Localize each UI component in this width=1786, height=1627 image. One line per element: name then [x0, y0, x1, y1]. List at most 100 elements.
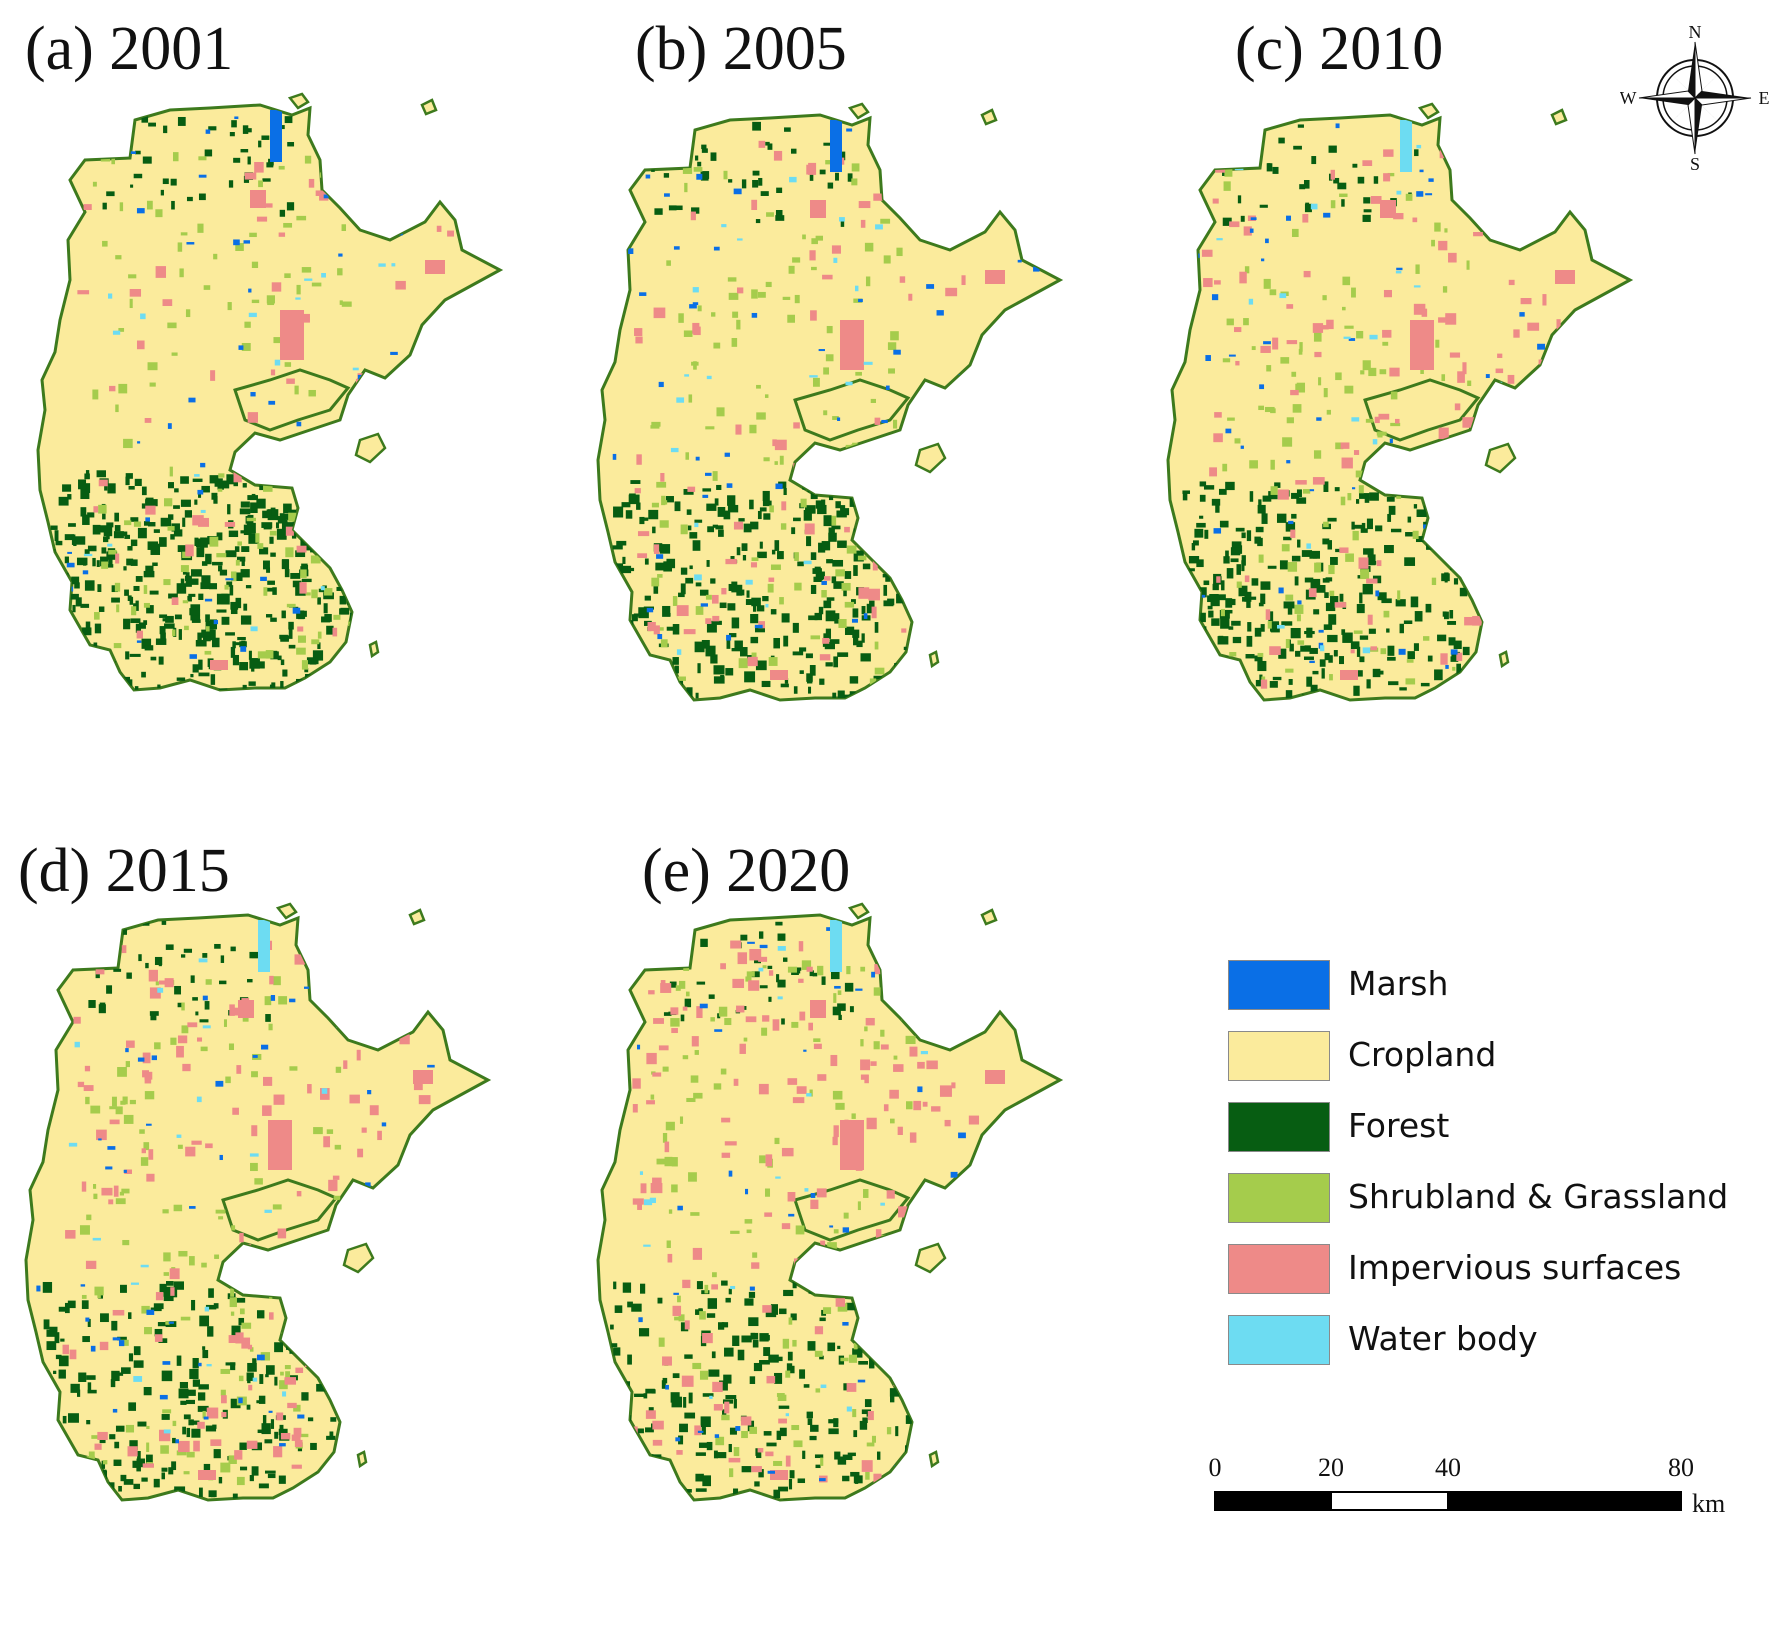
land-patch [178, 629, 182, 640]
land-patch [281, 610, 286, 619]
land-patch [250, 502, 258, 514]
land-patch [1302, 489, 1311, 494]
land-patch [255, 533, 260, 543]
land-patch [334, 1391, 345, 1396]
land-patch [274, 1376, 278, 1386]
land-patch [419, 1285, 428, 1294]
land-patch [1369, 492, 1379, 501]
land-patch [141, 486, 147, 496]
land-patch [136, 208, 145, 214]
land-patch [296, 1191, 302, 1197]
land-patch [297, 1446, 303, 1452]
land-patch [88, 689, 96, 690]
land-patch [678, 980, 686, 989]
land-patch [488, 192, 493, 198]
land-patch [1285, 690, 1293, 700]
land-patch [1265, 609, 1271, 620]
land-patch [1232, 636, 1242, 644]
land-patch [863, 361, 873, 365]
land-patch [128, 1353, 134, 1362]
land-patch [814, 612, 822, 621]
land-patch [1342, 632, 1353, 643]
land-patch [201, 1262, 207, 1268]
land-patch [840, 1357, 849, 1362]
land-patch [853, 1475, 863, 1484]
land-patch [1546, 199, 1550, 203]
land-patch [82, 684, 90, 690]
land-patch [291, 527, 297, 539]
land-patch [682, 1006, 688, 1011]
land-patch [169, 1268, 180, 1280]
land-patch [318, 476, 328, 483]
land-patch [101, 1460, 106, 1469]
land-patch [1389, 489, 1397, 493]
land-patch [142, 156, 152, 164]
land-patch [1420, 367, 1424, 374]
land-patch [137, 1450, 141, 1460]
land-patch [102, 1460, 108, 1465]
land-patch [296, 421, 302, 427]
land-patch [1330, 200, 1336, 209]
land-patch [59, 687, 65, 690]
land-patch [186, 1451, 195, 1458]
land-patch [899, 1358, 906, 1363]
land-patch [381, 1122, 387, 1127]
land-patch [1461, 452, 1467, 458]
land-patch [118, 1485, 122, 1492]
land-patch [100, 674, 111, 685]
land-patch [113, 1459, 122, 1466]
land-patch [162, 1361, 171, 1365]
land-patch [968, 1115, 980, 1125]
land-patch [292, 1290, 299, 1300]
land-patch [808, 1022, 813, 1031]
land-patch [96, 470, 106, 478]
land-patch [1353, 450, 1360, 455]
land-patch [119, 202, 124, 212]
small-island [368, 640, 380, 659]
land-patch [1351, 287, 1356, 298]
land-patch [1323, 624, 1333, 630]
land-patch [297, 1414, 305, 1419]
land-patch [472, 994, 477, 999]
land-patch [772, 439, 777, 447]
land-patch [1272, 120, 1280, 125]
land-patch [784, 127, 791, 132]
land-patch [799, 1369, 806, 1379]
land-patch [806, 1411, 813, 1419]
land-patch [694, 574, 702, 581]
legend-label: Cropland [1348, 1035, 1497, 1074]
land-patch [230, 946, 236, 952]
land-patch [263, 1076, 273, 1086]
land-patch [810, 1193, 816, 1198]
land-patch [338, 663, 347, 669]
land-patch [917, 1061, 925, 1069]
land-patch [1278, 137, 1285, 144]
land-patch [705, 426, 715, 430]
land-patch [166, 1281, 174, 1286]
land-patch [1353, 524, 1365, 529]
land-patch [1397, 484, 1408, 493]
land-patch [1387, 513, 1392, 522]
land-patch [901, 628, 907, 633]
land-patch [777, 996, 783, 1000]
land-patch [902, 586, 913, 598]
land-patch [325, 1359, 333, 1370]
land-patch [832, 1090, 843, 1100]
land-patch [122, 1239, 130, 1246]
land-patch [663, 173, 670, 178]
land-patch [695, 155, 699, 161]
land-patch [853, 1430, 858, 1438]
land-patch [311, 492, 321, 498]
land-patch [205, 626, 210, 632]
land-patch [1340, 658, 1344, 664]
land-patch [1381, 598, 1392, 604]
land-patch [147, 541, 159, 550]
land-patch [752, 1339, 759, 1348]
land-patch [762, 965, 767, 969]
land-patch [820, 1457, 824, 1466]
land-patch [233, 572, 243, 581]
land-patch [1333, 650, 1338, 657]
land-patch [329, 526, 340, 535]
land-patch [1359, 656, 1365, 663]
land-patch [1456, 652, 1463, 662]
